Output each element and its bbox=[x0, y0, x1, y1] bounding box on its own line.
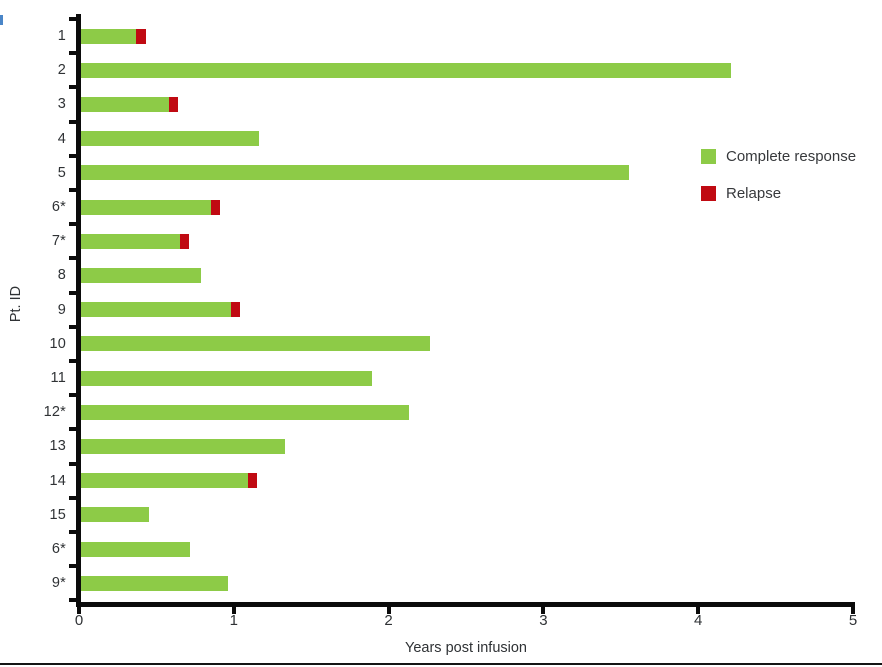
x-axis-tick bbox=[231, 602, 236, 614]
bar-complete-response bbox=[79, 199, 211, 215]
y-tick-label: 4 bbox=[57, 130, 66, 147]
y-axis-tick bbox=[69, 564, 76, 569]
y-tick-label: 10 bbox=[49, 335, 66, 352]
y-tick-label: 12* bbox=[43, 404, 66, 421]
bar-complete-response bbox=[79, 370, 372, 386]
y-tick-label: 6* bbox=[51, 541, 66, 557]
bar-relapse bbox=[168, 96, 179, 112]
bar-relapse bbox=[247, 473, 257, 489]
x-axis-tick bbox=[77, 602, 81, 614]
y-axis-tick bbox=[69, 461, 76, 466]
y-tick-label: 6* bbox=[51, 199, 66, 215]
bar-complete-response bbox=[79, 336, 431, 352]
y-axis-tick bbox=[69, 598, 76, 603]
x-tick-label: 5 bbox=[848, 612, 858, 629]
y-tick-label: 7* bbox=[51, 233, 66, 250]
x-axis-tick bbox=[541, 602, 546, 614]
bar-complete-response bbox=[79, 233, 180, 249]
legend-label-complete-response: Complete response bbox=[726, 148, 857, 165]
bar-complete-response bbox=[79, 267, 202, 283]
y-tick-label: 2 bbox=[57, 62, 66, 79]
y-tick-label: 9* bbox=[51, 575, 66, 592]
bar-complete-response bbox=[79, 165, 629, 181]
x-axis-tick bbox=[851, 602, 855, 614]
y-tick-label: 14 bbox=[49, 472, 66, 489]
bar-complete-response bbox=[79, 438, 285, 454]
y-axis-tick bbox=[69, 256, 76, 261]
x-tick-label: 0 bbox=[74, 612, 84, 629]
y-axis-tick bbox=[69, 358, 76, 363]
legend-label-relapse: Relapse bbox=[726, 185, 782, 202]
y-axis-line bbox=[76, 14, 81, 607]
panel-label-fragment bbox=[0, 15, 3, 25]
bar-complete-response bbox=[79, 473, 248, 489]
bar-complete-response bbox=[79, 96, 169, 112]
y-axis-tick bbox=[69, 495, 76, 500]
bar-relapse bbox=[230, 302, 240, 318]
y-tick-label: 1 bbox=[57, 28, 66, 44]
bar-relapse bbox=[179, 233, 189, 249]
bar-relapse bbox=[136, 28, 146, 44]
y-axis-tick bbox=[69, 85, 76, 90]
x-axis-title: Years post infusion bbox=[405, 640, 527, 656]
y-axis-tick bbox=[69, 222, 76, 227]
x-tick-label: 1 bbox=[229, 612, 238, 629]
y-tick-label: 3 bbox=[57, 96, 66, 113]
y-axis-tick bbox=[69, 529, 76, 534]
bar-complete-response bbox=[79, 28, 137, 44]
y-axis-tick bbox=[69, 290, 76, 295]
x-tick-label: 4 bbox=[694, 612, 703, 629]
y-axis-tick bbox=[69, 187, 76, 192]
bar-complete-response bbox=[79, 575, 228, 591]
bar-complete-response bbox=[79, 507, 149, 523]
y-tick-label: 11 bbox=[50, 370, 66, 386]
x-axis-tick bbox=[386, 602, 391, 614]
bar-complete-response bbox=[79, 131, 259, 147]
bar-complete-response bbox=[79, 302, 231, 318]
y-tick-label: 15 bbox=[49, 506, 66, 523]
x-tick-label: 3 bbox=[539, 612, 548, 629]
y-tick-label: 8 bbox=[57, 267, 66, 284]
bottom-rule bbox=[0, 663, 882, 665]
x-tick-label: 2 bbox=[384, 612, 393, 629]
legend-swatch-complete-response-icon bbox=[701, 149, 716, 164]
y-axis-tick bbox=[69, 324, 76, 329]
x-axis-line bbox=[76, 602, 855, 607]
bar-complete-response bbox=[79, 62, 731, 78]
y-tick-label: 5 bbox=[57, 164, 66, 181]
bar-relapse bbox=[210, 199, 220, 215]
y-axis-tick bbox=[69, 153, 76, 158]
bar-complete-response bbox=[79, 404, 409, 420]
y-axis-tick bbox=[69, 51, 76, 56]
legend-swatch-relapse-icon bbox=[701, 186, 716, 201]
y-axis-tick bbox=[69, 119, 76, 124]
y-tick-label: 9 bbox=[57, 301, 66, 318]
y-axis-tick bbox=[69, 16, 76, 21]
y-axis-tick bbox=[69, 427, 76, 432]
bar-complete-response bbox=[79, 541, 191, 557]
y-axis-tick bbox=[69, 393, 76, 398]
y-tick-label: 13 bbox=[49, 438, 66, 455]
x-axis-tick bbox=[696, 602, 701, 614]
